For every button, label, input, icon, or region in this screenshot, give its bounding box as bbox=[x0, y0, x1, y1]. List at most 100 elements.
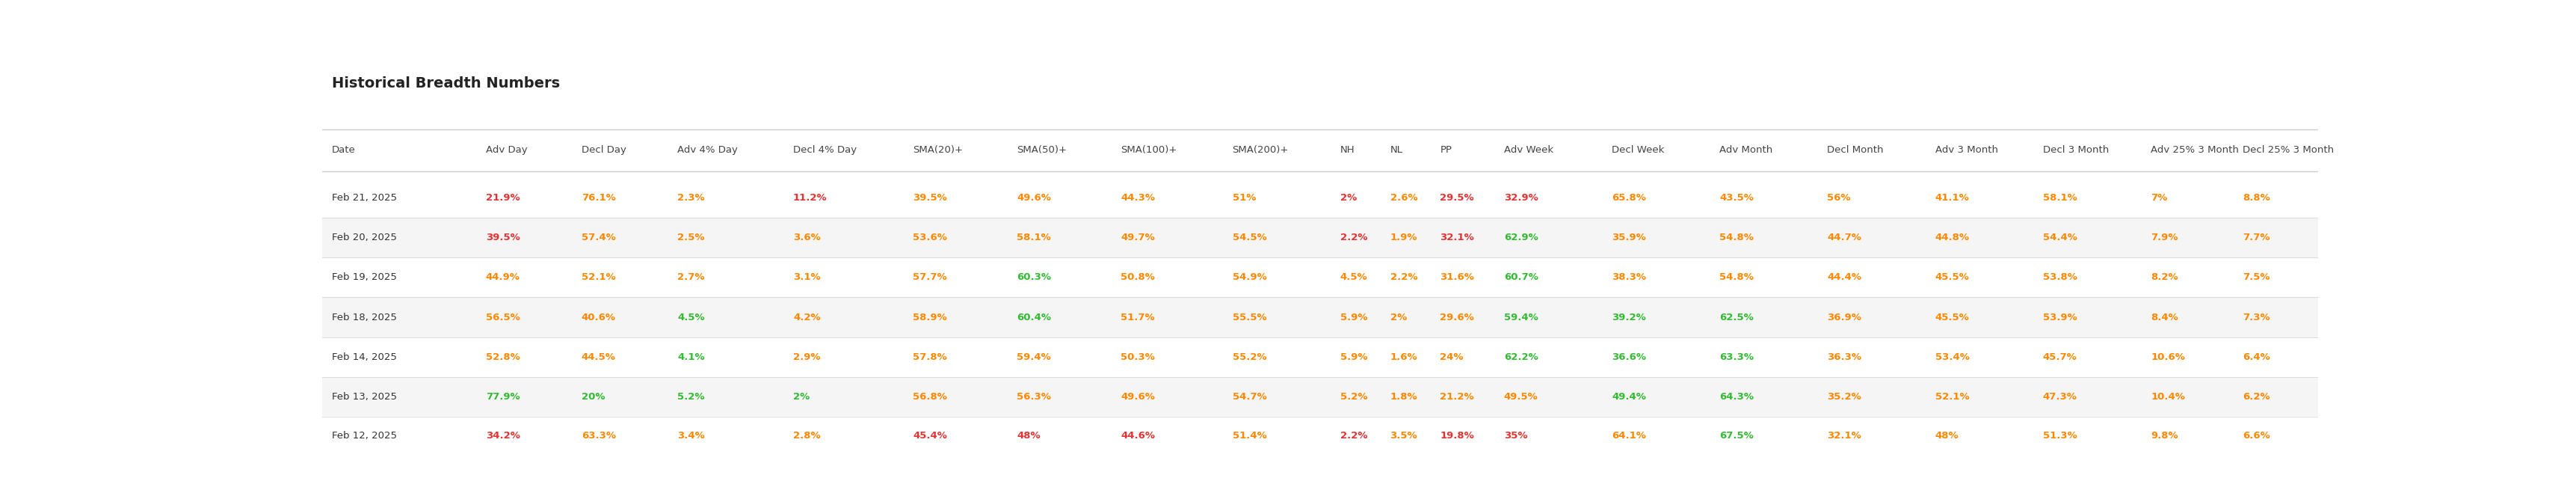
Text: 53.4%: 53.4% bbox=[1935, 352, 1971, 362]
Text: 52.1%: 52.1% bbox=[582, 273, 616, 282]
Text: Decl 4% Day: Decl 4% Day bbox=[793, 145, 858, 155]
Bar bbox=[322, 178, 2318, 217]
Text: 49.7%: 49.7% bbox=[1121, 233, 1154, 243]
Bar bbox=[322, 297, 2318, 337]
Text: 3.4%: 3.4% bbox=[677, 431, 706, 441]
Text: 50.8%: 50.8% bbox=[1121, 273, 1154, 282]
Text: 44.8%: 44.8% bbox=[1935, 233, 1971, 243]
Text: 19.8%: 19.8% bbox=[1440, 431, 1473, 441]
Bar bbox=[322, 257, 2318, 297]
Text: NH: NH bbox=[1340, 145, 1355, 155]
Text: 39.2%: 39.2% bbox=[1613, 313, 1646, 322]
Text: 2%: 2% bbox=[1391, 313, 1406, 322]
Text: 2%: 2% bbox=[793, 392, 809, 402]
Text: 77.9%: 77.9% bbox=[487, 392, 520, 402]
Text: 54.8%: 54.8% bbox=[1721, 233, 1754, 243]
Text: 7.9%: 7.9% bbox=[2151, 233, 2177, 243]
Text: 51.3%: 51.3% bbox=[2043, 431, 2076, 441]
Text: Historical Breadth Numbers: Historical Breadth Numbers bbox=[332, 76, 559, 90]
Text: 51.7%: 51.7% bbox=[1121, 313, 1154, 322]
Text: 8.8%: 8.8% bbox=[2244, 193, 2269, 203]
Text: SMA(50)+: SMA(50)+ bbox=[1018, 145, 1066, 155]
Text: SMA(100)+: SMA(100)+ bbox=[1121, 145, 1177, 155]
Text: SMA(200)+: SMA(200)+ bbox=[1231, 145, 1288, 155]
Text: 52.1%: 52.1% bbox=[1935, 392, 1968, 402]
Text: 58.9%: 58.9% bbox=[912, 313, 948, 322]
Text: 2.3%: 2.3% bbox=[677, 193, 706, 203]
Text: 32.1%: 32.1% bbox=[1440, 233, 1473, 243]
Text: 57.4%: 57.4% bbox=[582, 233, 616, 243]
Text: 56.3%: 56.3% bbox=[1018, 392, 1051, 402]
Text: 2.5%: 2.5% bbox=[677, 233, 706, 243]
Text: 44.9%: 44.9% bbox=[487, 273, 520, 282]
Text: Feb 13, 2025: Feb 13, 2025 bbox=[332, 392, 397, 402]
Text: 10.6%: 10.6% bbox=[2151, 352, 2184, 362]
Text: 2.6%: 2.6% bbox=[1391, 193, 1417, 203]
Text: 57.7%: 57.7% bbox=[912, 273, 948, 282]
Text: 4.1%: 4.1% bbox=[677, 352, 706, 362]
Text: 4.2%: 4.2% bbox=[793, 313, 822, 322]
Text: 4.5%: 4.5% bbox=[1340, 273, 1368, 282]
Text: 48%: 48% bbox=[1935, 431, 1958, 441]
Text: Decl Month: Decl Month bbox=[1826, 145, 1883, 155]
Text: 67.5%: 67.5% bbox=[1721, 431, 1754, 441]
Text: 62.2%: 62.2% bbox=[1504, 352, 1538, 362]
Text: 65.8%: 65.8% bbox=[1613, 193, 1646, 203]
Text: 64.3%: 64.3% bbox=[1721, 392, 1754, 402]
Bar bbox=[322, 217, 2318, 257]
Text: 48%: 48% bbox=[1018, 431, 1041, 441]
Text: 5.9%: 5.9% bbox=[1340, 313, 1368, 322]
Text: 39.5%: 39.5% bbox=[487, 233, 520, 243]
Text: 51.4%: 51.4% bbox=[1231, 431, 1267, 441]
Text: 47.3%: 47.3% bbox=[2043, 392, 2076, 402]
Text: 34.2%: 34.2% bbox=[487, 431, 520, 441]
Text: 58.1%: 58.1% bbox=[2043, 193, 2076, 203]
Text: 49.5%: 49.5% bbox=[1504, 392, 1538, 402]
Text: 62.5%: 62.5% bbox=[1721, 313, 1754, 322]
Text: 54.4%: 54.4% bbox=[2043, 233, 2076, 243]
Text: 49.6%: 49.6% bbox=[1018, 193, 1051, 203]
Text: 8.4%: 8.4% bbox=[2151, 313, 2179, 322]
Text: 2.2%: 2.2% bbox=[1391, 273, 1417, 282]
Text: SMA(20)+: SMA(20)+ bbox=[912, 145, 963, 155]
Text: Decl 3 Month: Decl 3 Month bbox=[2043, 145, 2110, 155]
Text: 44.7%: 44.7% bbox=[1826, 233, 1862, 243]
Text: 36.3%: 36.3% bbox=[1826, 352, 1862, 362]
Text: 63.3%: 63.3% bbox=[1721, 352, 1754, 362]
Text: PP: PP bbox=[1440, 145, 1453, 155]
Text: 35.2%: 35.2% bbox=[1826, 392, 1862, 402]
Text: 7.7%: 7.7% bbox=[2244, 233, 2269, 243]
Text: Feb 21, 2025: Feb 21, 2025 bbox=[332, 193, 397, 203]
Text: 62.9%: 62.9% bbox=[1504, 233, 1538, 243]
Text: 45.4%: 45.4% bbox=[912, 431, 948, 441]
Text: 39.5%: 39.5% bbox=[912, 193, 948, 203]
Text: 2.7%: 2.7% bbox=[677, 273, 706, 282]
Text: 3.6%: 3.6% bbox=[793, 233, 822, 243]
Text: Feb 20, 2025: Feb 20, 2025 bbox=[332, 233, 397, 243]
Text: 59.4%: 59.4% bbox=[1504, 313, 1538, 322]
Text: 32.1%: 32.1% bbox=[1826, 431, 1862, 441]
Text: 44.5%: 44.5% bbox=[582, 352, 616, 362]
Text: 50.3%: 50.3% bbox=[1121, 352, 1154, 362]
Text: 6.6%: 6.6% bbox=[2244, 431, 2269, 441]
Text: 2.2%: 2.2% bbox=[1340, 431, 1368, 441]
Text: Date: Date bbox=[332, 145, 355, 155]
Text: 41.1%: 41.1% bbox=[1935, 193, 1968, 203]
Text: 6.4%: 6.4% bbox=[2244, 352, 2269, 362]
Text: 60.7%: 60.7% bbox=[1504, 273, 1538, 282]
Text: 20%: 20% bbox=[582, 392, 605, 402]
Text: 45.7%: 45.7% bbox=[2043, 352, 2076, 362]
Text: Feb 18, 2025: Feb 18, 2025 bbox=[332, 313, 397, 322]
Text: 56.5%: 56.5% bbox=[487, 313, 520, 322]
Text: Decl Week: Decl Week bbox=[1613, 145, 1664, 155]
Text: 57.8%: 57.8% bbox=[912, 352, 948, 362]
Text: 49.4%: 49.4% bbox=[1613, 392, 1646, 402]
Text: 1.6%: 1.6% bbox=[1391, 352, 1417, 362]
Text: 45.5%: 45.5% bbox=[1935, 273, 1968, 282]
Text: 5.2%: 5.2% bbox=[1340, 392, 1368, 402]
Text: 64.1%: 64.1% bbox=[1613, 431, 1646, 441]
Text: 54.8%: 54.8% bbox=[1721, 273, 1754, 282]
Text: Decl 25% 3 Month: Decl 25% 3 Month bbox=[2244, 145, 2334, 155]
Text: 53.6%: 53.6% bbox=[912, 233, 948, 243]
Text: 11.2%: 11.2% bbox=[793, 193, 827, 203]
